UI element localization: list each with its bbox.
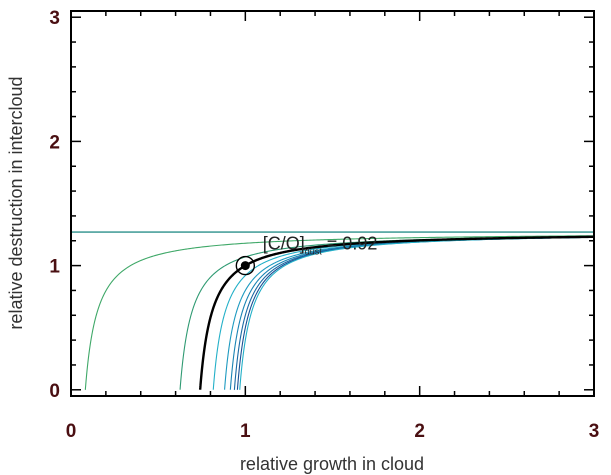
plot-frame — [70, 10, 595, 397]
highlight-point-ring — [235, 255, 256, 276]
annotation-value: = 0.92 — [322, 233, 378, 253]
contour-curves — [71, 231, 594, 391]
contour-highlight — [198, 235, 594, 390]
y-tick-label: 2 — [49, 132, 60, 153]
highlight-point — [240, 261, 250, 271]
contour-lower-3 — [233, 236, 594, 391]
y-tick-label: 0 — [49, 381, 60, 402]
contour-lower-0 — [212, 236, 594, 390]
x-axis-label: relative growth in cloud — [240, 454, 424, 474]
x-tick-label: 0 — [66, 421, 77, 442]
x-tick-label: 3 — [589, 421, 600, 442]
y-tick-label: 3 — [49, 8, 60, 29]
annotation-main: [C/O] — [263, 233, 305, 253]
y-axis-label: relative destruction in intercloud — [6, 76, 26, 329]
highlight-point-group — [235, 255, 256, 276]
x-tick-label: 2 — [414, 421, 425, 442]
co-dust-annotation: [C/O]dust = 0.92 — [263, 233, 378, 256]
annotation-subscript: dust — [305, 246, 323, 256]
contour-lower-2 — [229, 236, 594, 390]
x-tick-label: 1 — [240, 421, 251, 442]
contour-lower-1 — [224, 236, 594, 390]
axis-ticks: 0 1 2 3 0 1 2 3 — [49, 8, 599, 442]
contour-upper-1 — [84, 235, 594, 391]
y-tick-label: 1 — [49, 257, 60, 278]
